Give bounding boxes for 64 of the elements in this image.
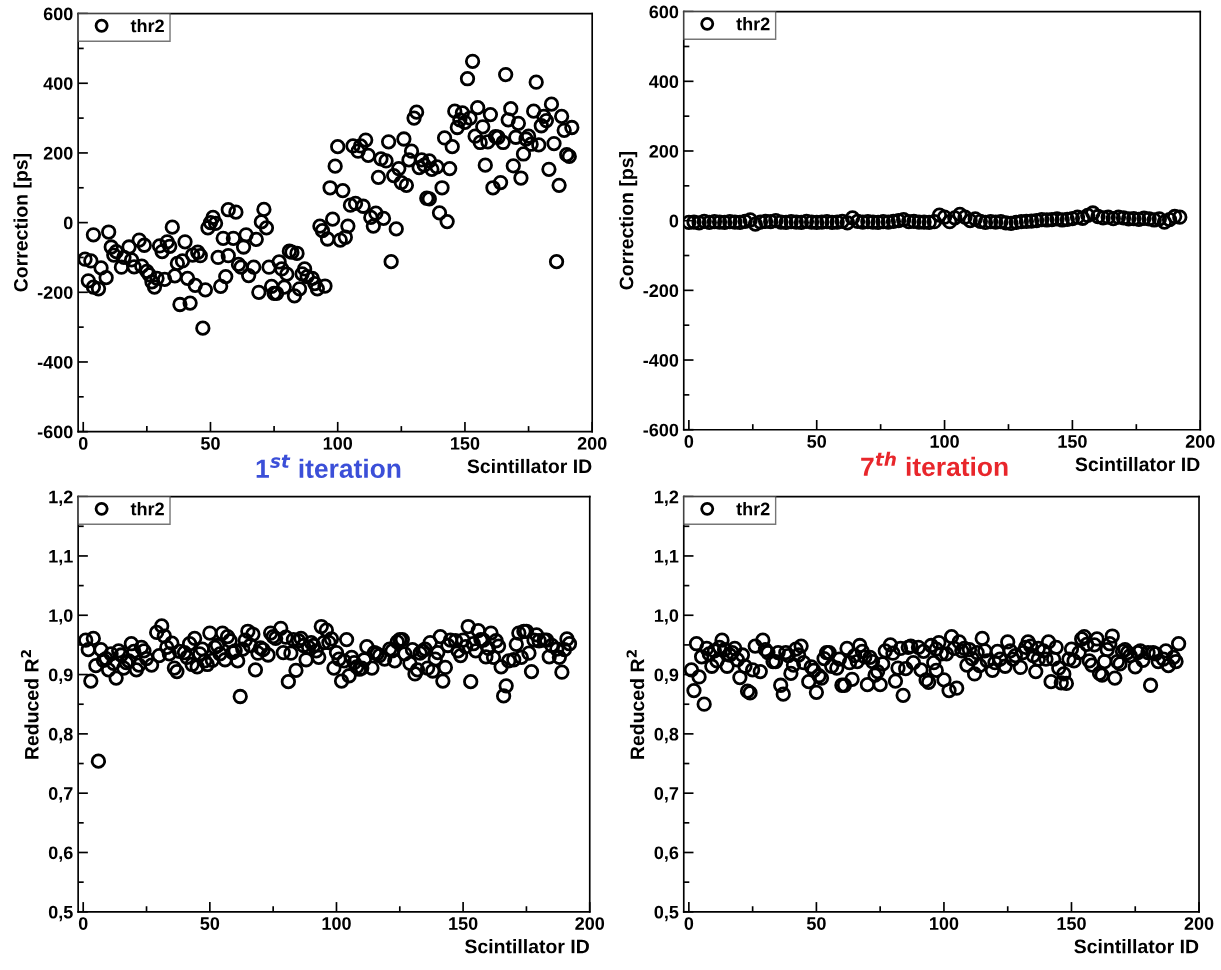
x-tick-label: 200 xyxy=(1185,435,1215,448)
x-axis-title: Scintillator ID xyxy=(467,458,592,474)
y-tick-label: -600 xyxy=(643,423,679,437)
x-tick-label: 200 xyxy=(577,436,607,450)
y-tick-label: 600 xyxy=(649,5,679,19)
y-tick-label: 600 xyxy=(43,7,73,21)
x-tick-label: 50 xyxy=(200,436,220,450)
x-tick-label: 100 xyxy=(322,917,351,930)
x-tick-label: 0 xyxy=(684,435,694,448)
y-tick-label: 200 xyxy=(43,146,73,160)
y-tick-label: 0,5 xyxy=(48,905,73,922)
y-tick-label: 0,8 xyxy=(654,727,679,744)
x-tick-label: 200 xyxy=(575,917,605,930)
y-tick-label: -200 xyxy=(37,286,73,300)
y-tick-label: 400 xyxy=(649,75,679,89)
y-tick-label: 200 xyxy=(649,144,679,158)
x-tick-label: 150 xyxy=(449,917,478,930)
y-tick-label: 1,1 xyxy=(654,550,679,566)
y-axis-title: Correction [ps] xyxy=(13,154,32,292)
x-tick-label: 150 xyxy=(1057,917,1086,930)
x-tick-label: 0 xyxy=(78,436,88,450)
x-tick-label: 150 xyxy=(1058,435,1087,448)
x-axis-title: Scintillator ID xyxy=(1075,456,1200,472)
y-tick-label: 0 xyxy=(63,216,73,230)
legend-label: thr2 xyxy=(736,17,770,31)
y-tick-label: 0,9 xyxy=(654,668,679,684)
y-tick-label: -400 xyxy=(37,355,73,369)
x-tick-label: 0 xyxy=(78,917,88,930)
x-tick-label: 150 xyxy=(451,436,480,450)
legend-label: thr2 xyxy=(736,502,770,516)
x-axis-title: Scintillator ID xyxy=(1074,939,1199,954)
y-axis-title: Reduced R$^{2}$ xyxy=(20,650,39,759)
y-axis-title: Reduced R$^{2}$ xyxy=(626,650,645,759)
y-tick-label: 0,6 xyxy=(654,846,679,862)
x-tick-label: 100 xyxy=(930,917,959,930)
legend-label: thr2 xyxy=(130,502,164,516)
y-tick-label: 0,9 xyxy=(48,668,73,684)
y-tick-label: 0,5 xyxy=(654,905,679,922)
legend-label: thr2 xyxy=(130,19,164,33)
text: 7$^{th}$ iteration xyxy=(861,451,1008,477)
y-tick-label: 0,8 xyxy=(48,727,73,744)
y-tick-label: -600 xyxy=(37,425,73,439)
x-tick-label: 0 xyxy=(684,917,694,930)
y-tick-label: 0,7 xyxy=(48,787,73,803)
y-axis-title: Correction [ps] xyxy=(619,152,638,290)
y-tick-label: 1,2 xyxy=(654,490,679,506)
x-tick-label: 50 xyxy=(806,917,826,930)
x-tick-label: 50 xyxy=(807,435,827,448)
y-tick-label: 0,7 xyxy=(654,787,679,803)
y-tick-label: 1,1 xyxy=(49,550,73,566)
y-tick-label: 1,0 xyxy=(654,609,679,625)
y-tick-label: 1,2 xyxy=(49,490,73,506)
x-tick-label: 100 xyxy=(930,435,959,448)
x-axis-title: Scintillator ID xyxy=(464,939,589,954)
y-tick-label: 1,0 xyxy=(49,609,73,625)
y-tick-label: 400 xyxy=(43,77,73,90)
y-tick-label: -400 xyxy=(643,353,679,367)
y-tick-label: 0,6 xyxy=(48,846,73,862)
text: 1$^{st}$ iteration xyxy=(256,454,401,479)
x-tick-label: 100 xyxy=(323,436,353,450)
x-tick-label: 50 xyxy=(200,917,220,930)
x-tick-label: 200 xyxy=(1184,917,1214,930)
y-tick-label: -200 xyxy=(643,284,679,298)
y-tick-label: 0 xyxy=(669,214,679,228)
